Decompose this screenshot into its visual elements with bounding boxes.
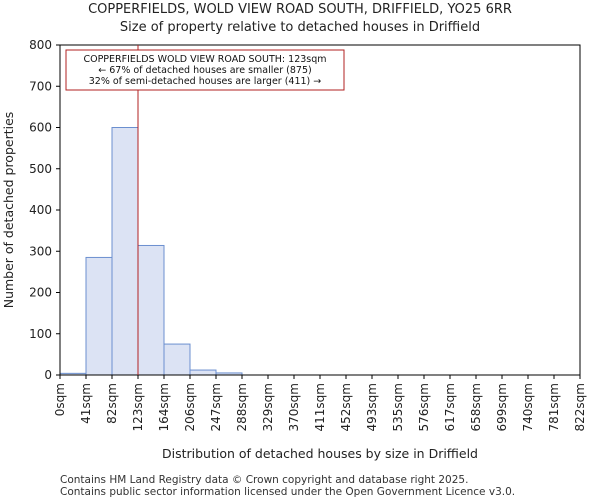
- y-axis-label: Number of detached properties: [1, 112, 16, 309]
- x-tick-label: 822sqm: [573, 383, 587, 431]
- footer-licence: Contains public sector information licen…: [60, 486, 516, 498]
- y-tick-label: 800: [29, 38, 52, 52]
- histogram-bar: [137, 244, 165, 376]
- x-tick-label: 535sqm: [391, 383, 405, 431]
- x-tick-label: 493sqm: [365, 383, 379, 431]
- x-tick-label: 288sqm: [235, 383, 249, 431]
- histogram-bar: [189, 369, 217, 376]
- x-tick-label: 576sqm: [417, 383, 431, 431]
- y-tick-label: 700: [29, 79, 52, 93]
- chart-title: COPPERFIELDS, WOLD VIEW ROAD SOUTH, DRIF…: [88, 2, 512, 17]
- x-tick-label: 329sqm: [261, 383, 275, 431]
- footer-copyright: Contains HM Land Registry data © Crown c…: [60, 474, 469, 486]
- annotation-line: COPPERFIELDS WOLD VIEW ROAD SOUTH: 123sq…: [83, 54, 326, 65]
- x-tick-label: 206sqm: [183, 383, 197, 431]
- x-tick-label: 699sqm: [495, 383, 509, 431]
- y-tick-label: 400: [29, 203, 52, 217]
- y-tick-label: 500: [29, 162, 52, 176]
- y-tick-label: 0: [44, 368, 52, 382]
- x-tick-label: 617sqm: [443, 383, 457, 431]
- x-axis-label: Distribution of detached houses by size …: [162, 446, 478, 461]
- x-tick-label: 740sqm: [521, 383, 535, 431]
- x-tick-label: 411sqm: [313, 383, 327, 431]
- x-tick-label: 41sqm: [79, 383, 93, 424]
- histogram-bar: [85, 256, 113, 376]
- y-tick-label: 600: [29, 121, 52, 135]
- y-tick-label: 200: [29, 286, 52, 300]
- chart-subtitle: Size of property relative to detached ho…: [119, 20, 481, 35]
- x-tick-label: 82sqm: [105, 383, 119, 424]
- annotation-line: ← 67% of detached houses are smaller (87…: [98, 65, 311, 76]
- x-tick-label: 452sqm: [339, 383, 353, 431]
- annotation-box: [65, 49, 345, 91]
- y-tick-label: 300: [29, 244, 52, 258]
- annotation-line: 32% of semi-detached houses are larger (…: [89, 76, 322, 87]
- x-tick-label: 164sqm: [157, 383, 171, 431]
- y-tick-label: 100: [29, 327, 52, 341]
- x-tick-label: 370sqm: [287, 383, 301, 431]
- x-tick-label: 658sqm: [469, 383, 483, 431]
- histogram-bar: [111, 127, 139, 376]
- x-tick-label: 123sqm: [131, 383, 145, 431]
- x-tick-label: 247sqm: [209, 383, 223, 431]
- x-tick-label: 0sqm: [53, 383, 67, 416]
- x-tick-label: 781sqm: [547, 383, 561, 431]
- histogram-bar: [163, 343, 191, 376]
